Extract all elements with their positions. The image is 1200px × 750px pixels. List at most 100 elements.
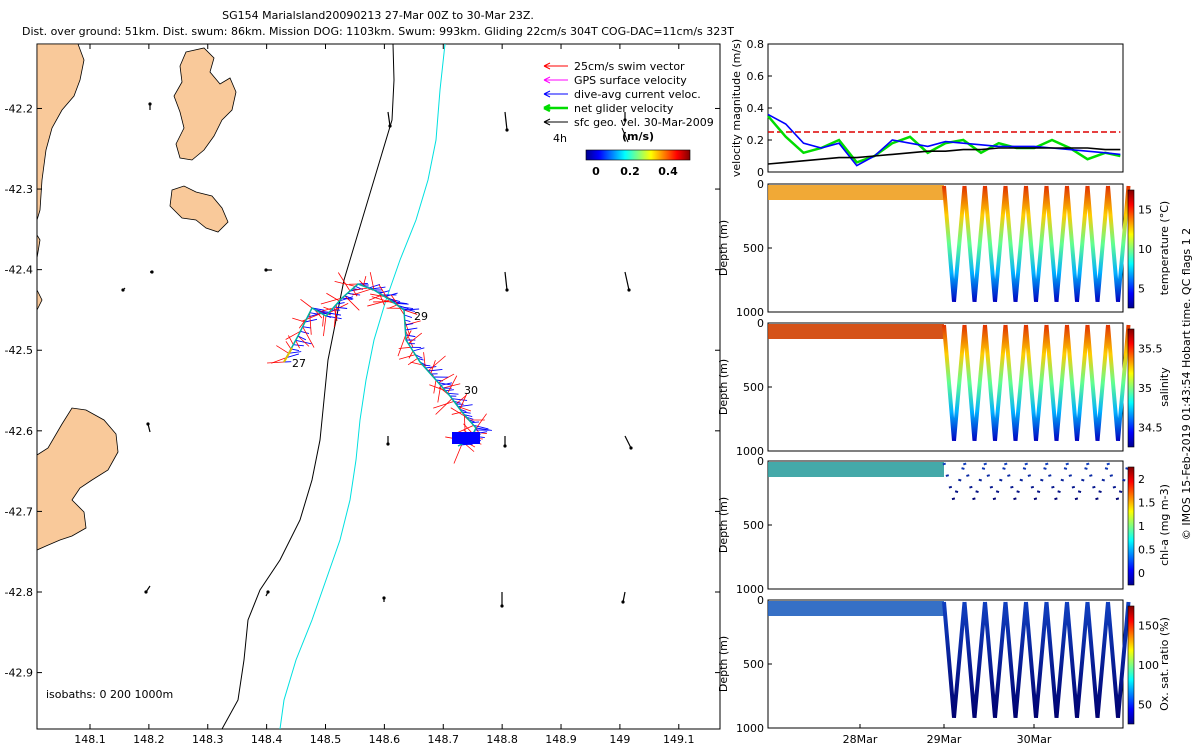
date-tick-label: 28Mar bbox=[843, 733, 878, 746]
current-vector bbox=[399, 306, 414, 310]
current-vector bbox=[328, 312, 342, 316]
current-vector bbox=[405, 327, 418, 331]
glider-track bbox=[267, 272, 492, 464]
swim-vector bbox=[369, 272, 375, 291]
sfc-current-arrowhead bbox=[144, 590, 148, 594]
current-vector bbox=[427, 368, 443, 372]
current-vector bbox=[464, 414, 473, 418]
swim-vector bbox=[408, 332, 423, 344]
swim-vector bbox=[276, 345, 289, 354]
swim-vector bbox=[271, 357, 287, 364]
dive-profiles bbox=[942, 185, 1131, 302]
lon-tick-label: 148.9 bbox=[545, 733, 577, 746]
swim-vector bbox=[267, 361, 285, 364]
map-axes bbox=[36, 43, 721, 730]
swim-vector bbox=[390, 294, 400, 307]
current-vector bbox=[288, 351, 302, 354]
swim-vector bbox=[430, 360, 436, 375]
current-vector bbox=[473, 424, 489, 430]
day-label-29: 29 bbox=[414, 310, 428, 323]
depth-tick-label: 500 bbox=[743, 658, 764, 671]
colorbar-tick-0: 0 bbox=[592, 165, 600, 178]
current-vector bbox=[368, 283, 381, 289]
colorbar-tick-label: 2 bbox=[1138, 473, 1145, 486]
depth-tick-label: 500 bbox=[743, 519, 764, 532]
swim-vector bbox=[378, 284, 388, 299]
current-vector bbox=[404, 319, 411, 322]
swim-vector bbox=[285, 341, 292, 350]
current-vector bbox=[286, 353, 300, 359]
swim-vector bbox=[459, 392, 468, 410]
sfc-current-arrowhead bbox=[505, 128, 509, 132]
legend-label: GPS surface velocity bbox=[574, 74, 687, 87]
depth-ylabel: Depth (m) bbox=[717, 220, 730, 276]
copyright-label: © IMOS 15-Feb-2019 01:43:54 Hobart time.… bbox=[1180, 228, 1193, 540]
swim-vector bbox=[397, 334, 407, 357]
colorbar-tick-label: 35.5 bbox=[1138, 343, 1163, 356]
legend-label: sfc geo. vel. 30-Mar-2009 bbox=[574, 116, 714, 129]
sfc-current-arrow bbox=[504, 111, 508, 131]
day-label-27: 27 bbox=[292, 357, 306, 370]
sfc-current-arrowhead bbox=[627, 288, 631, 292]
legend-arrowhead bbox=[543, 90, 551, 98]
depth-ylabel: Depth (m) bbox=[717, 636, 730, 692]
lon-tick-label: 148.7 bbox=[428, 733, 460, 746]
swim-vector bbox=[403, 309, 418, 315]
land-maria-island-north bbox=[173, 47, 237, 161]
swim-vector bbox=[398, 346, 411, 349]
land-peninsula bbox=[37, 407, 119, 551]
swim-vector bbox=[292, 317, 306, 323]
colorbar-tick-0.4: 0.4 bbox=[658, 165, 678, 178]
surface-yo-band bbox=[768, 324, 944, 339]
swim-vector bbox=[309, 312, 312, 335]
depth-tick-label: 1000 bbox=[736, 583, 764, 596]
colorbar-tick-label: 0.5 bbox=[1138, 544, 1156, 557]
swim-vector bbox=[423, 352, 426, 369]
legend-label: net glider velocity bbox=[574, 102, 674, 115]
colorbar-tick-0.2: 0.2 bbox=[620, 165, 640, 178]
velocity-series bbox=[767, 113, 1121, 167]
lon-tick-label: 148.5 bbox=[310, 733, 342, 746]
swim-vector bbox=[322, 314, 325, 327]
swim-vector bbox=[474, 413, 487, 431]
colorbar-tick-label: 100 bbox=[1138, 659, 1159, 672]
swim-vector bbox=[337, 272, 351, 292]
depth-panel-2: 0 500 1000 Depth (m) 34.5 35 35.5 salinity bbox=[717, 317, 1171, 458]
dive-profiles bbox=[942, 324, 1131, 441]
surface-yo-band bbox=[768, 462, 944, 477]
swim-vector bbox=[407, 358, 418, 366]
legend-arrowhead bbox=[543, 62, 551, 70]
lat-tick-label: -42.7 bbox=[5, 505, 33, 518]
current-vector bbox=[297, 335, 307, 341]
depth-tick-label: 1000 bbox=[736, 306, 764, 319]
colorbar-tick-label: 0 bbox=[1138, 567, 1145, 580]
speed-colorbar bbox=[585, 149, 691, 161]
swim-vector bbox=[433, 400, 455, 409]
track-start-segment bbox=[283, 347, 293, 363]
swim-vector bbox=[453, 443, 463, 464]
colorbar-tick-label: 1 bbox=[1138, 520, 1145, 533]
velocity-y-ticks: 0 0.2 0.4 0.6 0.8 bbox=[747, 38, 772, 179]
land-coast-fragments bbox=[37, 234, 43, 311]
depth-colorbar bbox=[1127, 189, 1135, 309]
lat-tick-label: -42.8 bbox=[5, 586, 33, 599]
track-end-block bbox=[452, 432, 480, 444]
swim-vector bbox=[295, 340, 300, 349]
current-vector bbox=[425, 366, 437, 369]
lon-tick-label: 148.8 bbox=[486, 733, 518, 746]
swim-vector bbox=[285, 330, 301, 340]
current-vector bbox=[404, 314, 413, 318]
vel-tick-label: 0.4 bbox=[747, 102, 765, 115]
lon-tick-label: 148.2 bbox=[133, 733, 165, 746]
sfc-current-arrow bbox=[624, 271, 630, 291]
swim-vector bbox=[370, 293, 385, 298]
current-vector bbox=[392, 301, 408, 305]
legend-label: dive-avg current veloc. bbox=[574, 88, 701, 101]
sfc-current-arrowhead bbox=[629, 446, 633, 450]
swim-vector bbox=[320, 297, 343, 305]
day-label-30: 30 bbox=[464, 384, 478, 397]
vel-tick-label: 0 bbox=[757, 166, 764, 179]
isobaths-label: isobaths: 0 200 1000m bbox=[46, 688, 173, 701]
